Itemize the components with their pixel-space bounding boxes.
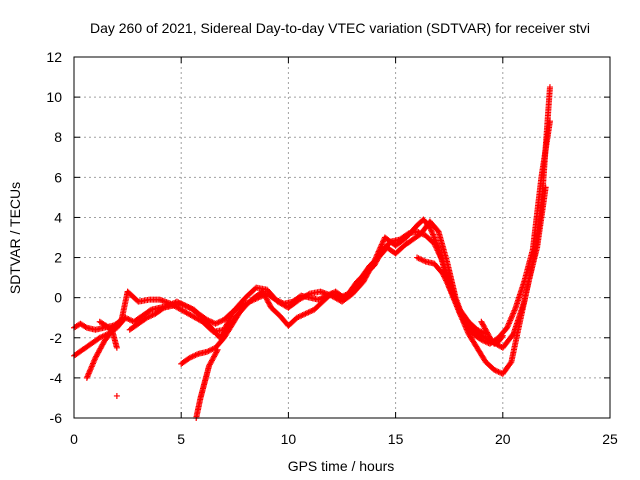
data-point-main-trace-b [404, 231, 411, 238]
data-point-evening-dip [499, 332, 506, 339]
y-tick-label: 10 [46, 89, 62, 105]
data-point-main-trace-b [436, 251, 443, 258]
data-point-afternoon-branch [453, 299, 460, 306]
data-point-main-trace-b [435, 248, 442, 255]
y-tick-label: 4 [54, 209, 62, 225]
data-point-main-trace-c [159, 305, 166, 312]
data-point-afternoon-branch [454, 301, 461, 308]
x-tick-label: 0 [70, 431, 78, 447]
data-point-steep-arc-morning [214, 346, 221, 353]
data-point-main-trace-b [433, 246, 440, 253]
data-point-main-trace-b [435, 250, 442, 257]
data-point-afternoon-branch [445, 283, 452, 290]
data-point-afternoon-branch [450, 294, 457, 301]
data-point-main-trace-a [509, 331, 516, 338]
data-point-afternoon-branch [454, 302, 461, 309]
data-point-main-trace-b [433, 244, 440, 251]
data-point-afternoon-branch [441, 274, 448, 281]
x-tick-label: 25 [602, 431, 618, 447]
data-point-isolated-point [113, 392, 120, 399]
data-point-steep-arc-morning [213, 348, 220, 355]
data-point-afternoon-branch [452, 298, 459, 305]
x-tick-label: 20 [495, 431, 511, 447]
data-point-early-descending-arc [118, 316, 125, 323]
data-point-afternoon-branch [455, 303, 462, 310]
data-point-afternoon-branch [443, 278, 450, 285]
data-point-main-trace-b [431, 241, 438, 248]
data-point-afternoon-branch [442, 276, 449, 283]
data-point-main-trace-a [82, 323, 89, 330]
data-point-afternoon-branch [452, 296, 459, 303]
data-point-afternoon-branch [445, 281, 452, 288]
data-point-afternoon-branch [439, 270, 446, 277]
y-tick-label: 8 [54, 129, 62, 145]
data-point-main-trace-b [431, 240, 438, 247]
data-point-early-short-arc [113, 344, 120, 351]
chart-title: Day 260 of 2021, Sidereal Day-to-day VTE… [90, 20, 590, 36]
x-tick-label: 15 [388, 431, 404, 447]
data-point-early-descending-arc [117, 317, 124, 324]
x-tick-label: 10 [281, 431, 297, 447]
y-tick-label: 2 [54, 250, 62, 266]
data-point-afternoon-branch [451, 295, 458, 302]
data-point-main-trace-b [434, 247, 441, 254]
y-tick-label: 0 [54, 290, 62, 306]
data-point-main-trace-b [542, 184, 549, 191]
y-tick-label: 6 [54, 169, 62, 185]
grid [74, 57, 610, 418]
data-point-afternoon-branch [447, 287, 454, 294]
data-point-main-trace-c [434, 227, 441, 234]
y-axis-label: SDTVAR / TECUs [7, 182, 23, 294]
plot-frame [73, 56, 611, 419]
data-point-afternoon-branch [441, 273, 448, 280]
data-point-main-trace-c [546, 118, 553, 125]
data-point-afternoon-branch [444, 280, 451, 287]
data-point-afternoon-branch [443, 277, 450, 284]
x-axis-label: GPS time / hours [288, 458, 395, 474]
data-point-evening-dip [498, 333, 505, 340]
axis-ticks: 0 5 10 15 20 25 -6 -4 -2 0 2 4 6 8 10 12 [46, 49, 618, 447]
data-point-main-trace-a [546, 84, 553, 91]
data-point-afternoon-branch [449, 291, 456, 298]
x-tick-label: 5 [177, 431, 185, 447]
data-point-main-trace-b [437, 253, 444, 260]
data-point-afternoon-branch [446, 284, 453, 291]
data-point-main-trace-b [507, 360, 514, 367]
y-tick-label: -2 [50, 330, 63, 346]
data-point-main-trace-b [146, 307, 153, 314]
data-point-afternoon-branch [448, 288, 455, 295]
y-tick-label: -6 [50, 410, 63, 426]
data-markers [71, 84, 553, 421]
data-point-rising-arc-morning [237, 307, 244, 314]
data-point-afternoon-branch [447, 285, 454, 292]
data-point-afternoon-branch [440, 271, 447, 278]
data-point-rising-arc-morning [238, 306, 245, 313]
y-tick-label: -4 [50, 370, 63, 386]
data-point-afternoon-branch [450, 292, 457, 299]
data-point-main-trace-b [432, 243, 439, 250]
y-tick-label: 12 [46, 49, 62, 65]
data-point-afternoon-branch [449, 290, 456, 297]
